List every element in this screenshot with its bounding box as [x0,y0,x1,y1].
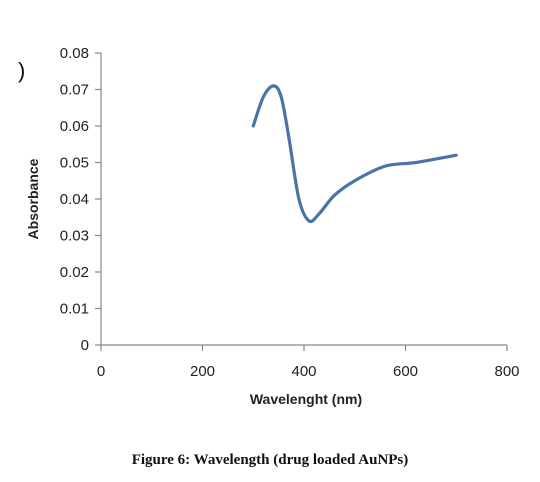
y-tick-label: 0.02 [60,264,89,281]
x-tick-label: 400 [291,363,316,380]
y-tick-label: 0.01 [60,301,89,318]
y-tick-label: 0.06 [60,118,89,135]
y-tick-label: 0.05 [60,155,89,172]
figure-caption: Figure 6: Wavelength (drug loaded AuNPs) [131,452,409,468]
x-tick-label: 600 [393,363,418,380]
x-axis-title: Wavelenght (nm) [250,391,362,407]
y-tick-label: 0.03 [60,228,89,245]
y-tick-label: 0.08 [60,45,89,62]
y-tick-label: 0.04 [60,191,89,208]
y-tick-label: 0 [81,337,89,354]
y-axis-title: Absorbance [25,158,41,239]
stray-mark: ) [18,58,25,83]
axes: 0 0.01 0.02 0.03 0.04 0.05 0.06 0.07 0.08 0 200 400… [60,45,520,380]
plot-area [251,84,458,224]
x-tick-label: 0 [97,363,105,380]
y-tick-label: 0.07 [60,82,89,99]
x-tick-label: 200 [190,363,215,380]
series-line [251,84,458,224]
x-tick-label: 800 [494,363,519,380]
